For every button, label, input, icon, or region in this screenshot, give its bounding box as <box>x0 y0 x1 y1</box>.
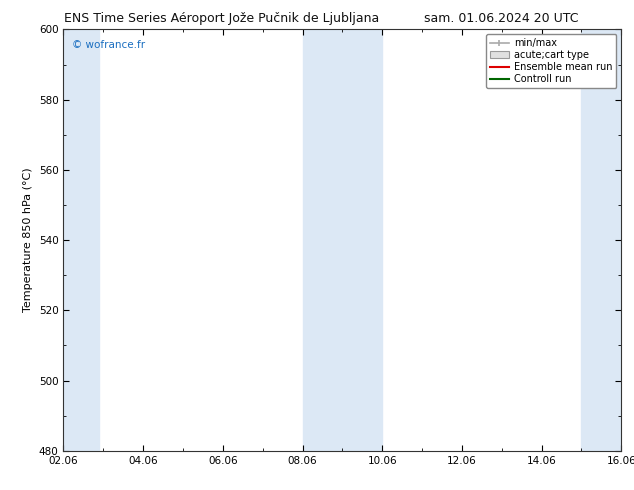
Bar <box>63 29 100 451</box>
Legend: min/max, acute;cart type, Ensemble mean run, Controll run: min/max, acute;cart type, Ensemble mean … <box>486 34 616 88</box>
Y-axis label: Temperature 850 hPa (°C): Temperature 850 hPa (°C) <box>23 168 33 313</box>
Bar <box>581 29 621 451</box>
Text: ENS Time Series Aéroport Jože Pučnik de Ljubljana: ENS Time Series Aéroport Jože Pučnik de … <box>64 12 380 25</box>
Bar <box>302 29 382 451</box>
Text: © wofrance.fr: © wofrance.fr <box>72 40 145 50</box>
Text: sam. 01.06.2024 20 UTC: sam. 01.06.2024 20 UTC <box>424 12 578 25</box>
